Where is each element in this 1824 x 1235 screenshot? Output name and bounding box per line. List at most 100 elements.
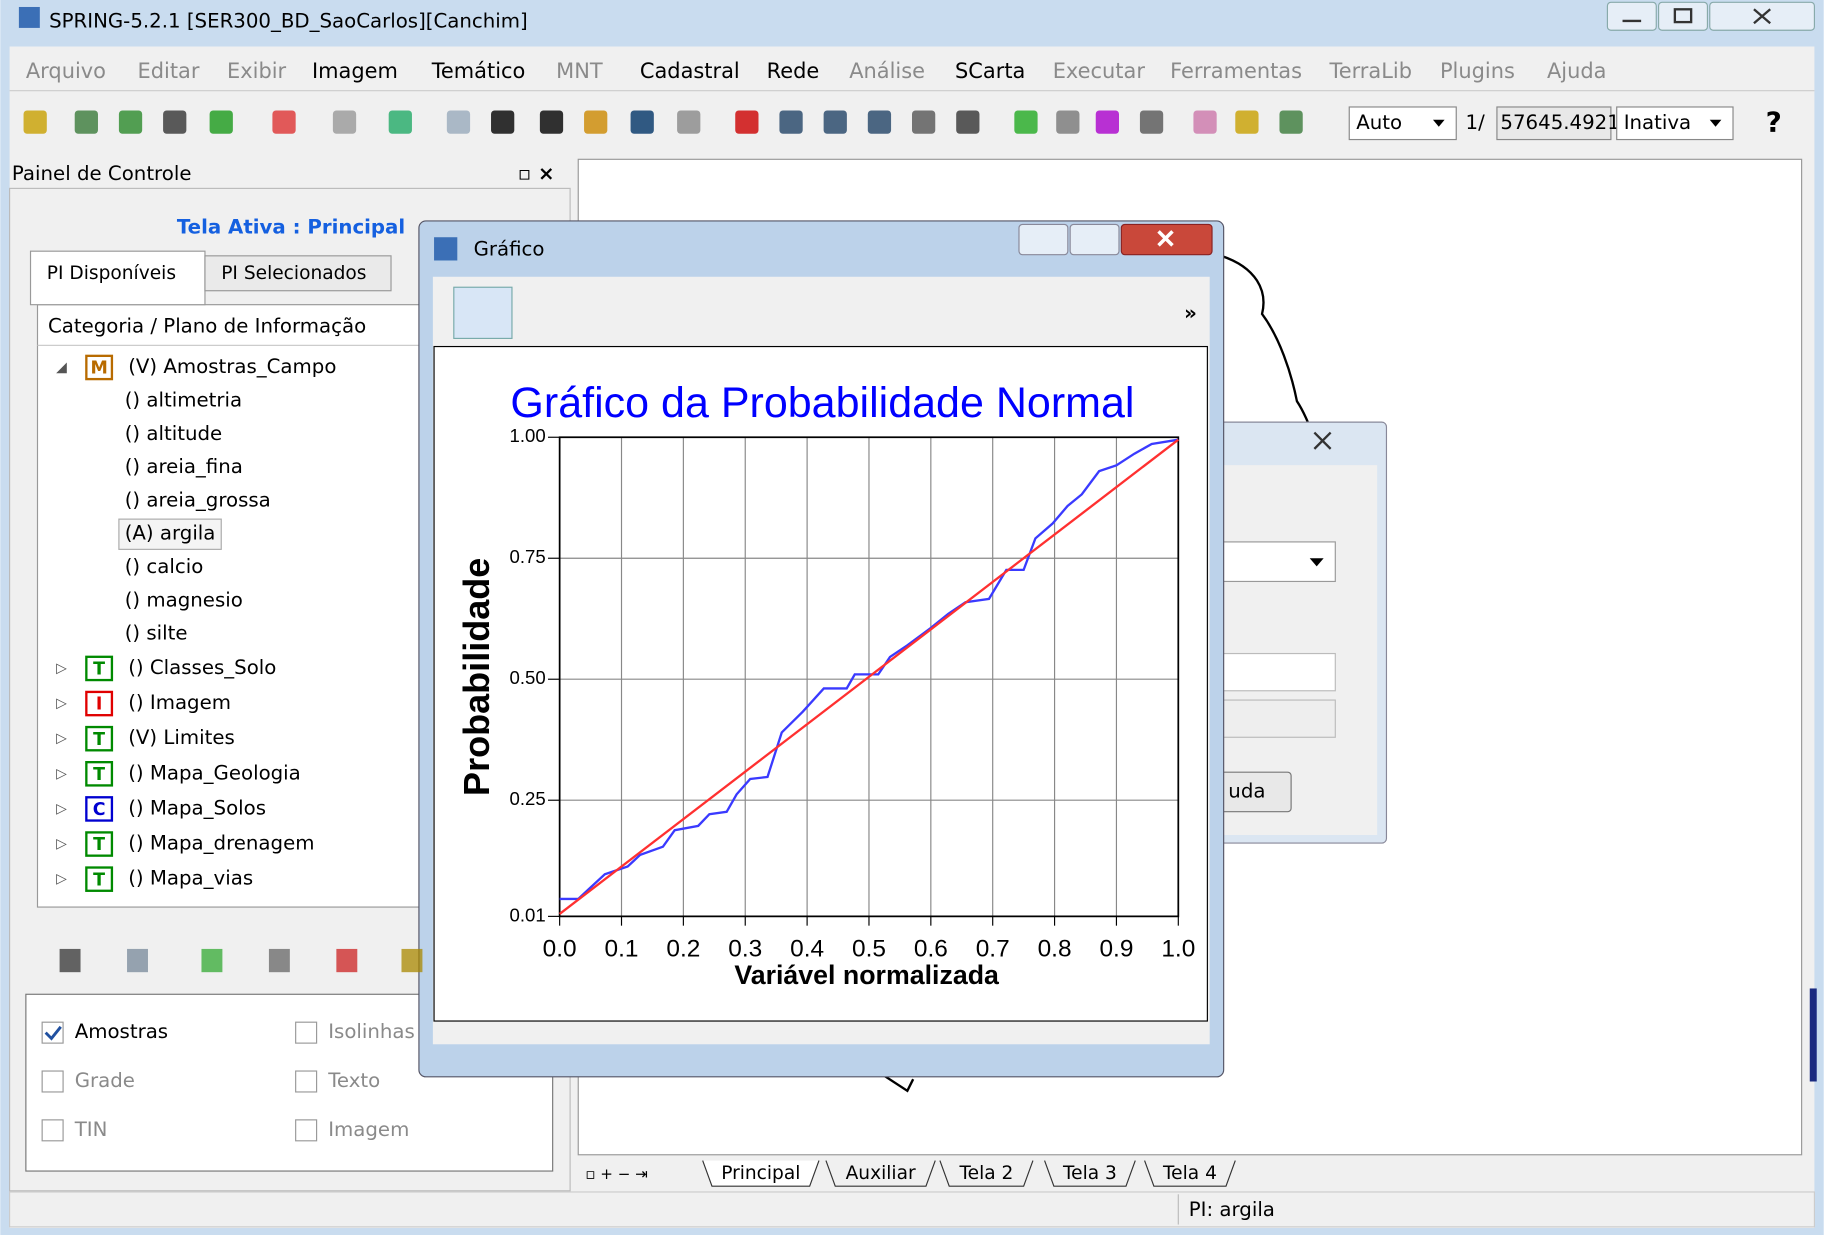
panel-tab-label[interactable]: PI Selecionados [221, 263, 366, 284]
expander[interactable]: ▷ [56, 660, 67, 676]
category-label[interactable]: (V) Limites [128, 726, 235, 749]
toolbar-button[interactable] [491, 110, 515, 134]
toolbar-button[interactable] [388, 110, 412, 134]
toolbar-button[interactable] [74, 110, 98, 134]
toolbar-button[interactable] [912, 110, 936, 134]
category-label[interactable]: () Classes_Solo [128, 656, 276, 679]
category-label[interactable]: (V) Amostras_Campo [128, 355, 336, 378]
checkbox-label[interactable]: Texto [327, 1069, 380, 1092]
screen-tab[interactable] [702, 1160, 820, 1187]
menu-item[interactable]: MNT [556, 59, 603, 83]
menu-item[interactable]: TerraLib [1328, 59, 1412, 83]
plane-label[interactable]: () altitude [125, 422, 222, 445]
panel-tool[interactable] [401, 948, 423, 973]
dialog-field[interactable] [1218, 652, 1336, 692]
checkbox[interactable] [295, 1119, 318, 1142]
category-label[interactable]: () Mapa_Solos [128, 796, 266, 819]
toolbar-button[interactable] [779, 110, 803, 134]
plane-label[interactable]: () silte [125, 622, 188, 645]
expander[interactable]: ◢ [56, 359, 67, 375]
toolbar-button[interactable] [584, 110, 608, 134]
checkbox[interactable] [295, 1021, 318, 1044]
toolbar-button[interactable] [23, 110, 47, 134]
toolbar-button[interactable] [118, 110, 143, 134]
checkbox-label[interactable]: Imagem [328, 1118, 409, 1141]
category-label[interactable]: () Mapa_Geologia [128, 761, 301, 784]
minimize-button[interactable] [1606, 1, 1657, 31]
panel-controls[interactable]: ▫ × [518, 162, 555, 185]
menu-item[interactable]: Ajuda [1547, 59, 1607, 83]
expander[interactable]: ▷ [56, 696, 67, 712]
toolbar-button[interactable] [272, 110, 296, 134]
checkbox-label[interactable]: Grade [75, 1069, 135, 1092]
category-label[interactable]: () Mapa_vias [128, 867, 253, 890]
panel-tool[interactable] [336, 948, 358, 973]
screen-tab[interactable] [825, 1160, 936, 1187]
menu-item[interactable]: Rede [767, 59, 820, 83]
category-label[interactable]: () Imagem [128, 691, 231, 714]
panel-tab[interactable] [204, 255, 392, 292]
toolbar-button[interactable] [539, 110, 564, 134]
expander[interactable]: ▷ [56, 871, 67, 887]
panel-tool[interactable] [268, 948, 290, 973]
plane-label[interactable]: () altimetria [125, 389, 242, 412]
menu-item[interactable]: Plugins [1440, 59, 1515, 83]
screen-tab[interactable] [939, 1160, 1034, 1187]
plane-label[interactable]: (A) argila [125, 522, 216, 545]
menu-item[interactable]: Arquivo [26, 59, 106, 83]
screen-tab-label[interactable]: Tela 3 [1062, 1163, 1117, 1184]
screen-tab-label[interactable]: Principal [721, 1163, 800, 1184]
menu-item[interactable]: Executar [1053, 59, 1146, 83]
toolbar-button[interactable] [1193, 110, 1217, 134]
help-button[interactable]: ? [1766, 105, 1782, 138]
panel-tab[interactable] [29, 250, 206, 306]
menu-item[interactable]: Editar [138, 59, 200, 83]
toolbar-button[interactable] [1235, 110, 1259, 134]
checkbox[interactable] [41, 1119, 64, 1142]
menu-item[interactable]: Análise [849, 59, 925, 83]
toolbar-button[interactable] [630, 110, 654, 134]
toolbar-button[interactable] [209, 110, 233, 134]
toolbar-button[interactable] [735, 110, 759, 134]
screen-tab[interactable] [1144, 1160, 1236, 1187]
menu-item[interactable]: Temático [431, 59, 526, 83]
expander[interactable]: ▷ [56, 731, 67, 747]
toolbar-button[interactable] [677, 110, 701, 134]
toolbar-button[interactable] [1014, 110, 1038, 134]
toolbar-button[interactable] [1279, 110, 1303, 134]
menu-item[interactable]: SCarta [955, 59, 1025, 83]
menu-item[interactable]: Imagem [312, 59, 398, 83]
expander[interactable]: ▷ [56, 801, 67, 817]
toolbar-button[interactable] [1139, 110, 1164, 134]
plane-label[interactable]: () calcio [125, 555, 204, 578]
checkbox[interactable] [295, 1070, 318, 1093]
screen-tab-label[interactable]: Tela 2 [958, 1163, 1013, 1184]
toolbar-button[interactable] [867, 110, 892, 134]
plane-label[interactable]: () magnesio [125, 588, 243, 611]
toolbar-button[interactable] [446, 110, 471, 134]
expander[interactable]: ▷ [56, 836, 67, 852]
checkbox-label[interactable]: Isolinhas [328, 1020, 415, 1043]
menu-item[interactable]: Ferramentas [1170, 59, 1302, 83]
toolbar-button[interactable] [1095, 110, 1119, 134]
toolbar-button[interactable] [332, 110, 357, 134]
minimize-button[interactable] [1018, 223, 1069, 256]
checkbox-label[interactable]: Amostras [75, 1020, 168, 1043]
screen-tab-label[interactable]: Tela 4 [1162, 1163, 1217, 1184]
toolbar-button[interactable] [163, 110, 187, 134]
checkbox[interactable] [41, 1021, 64, 1044]
screen-tab-label[interactable]: Auxiliar [846, 1163, 916, 1184]
dialog-field[interactable] [1218, 699, 1336, 738]
select-tool[interactable] [453, 286, 513, 339]
panel-tab-label[interactable]: PI Disponíveis [47, 263, 176, 284]
plane-label[interactable]: () areia_grossa [125, 488, 271, 511]
plane-label[interactable]: () areia_fina [125, 455, 243, 478]
menu-item[interactable]: Cadastral [640, 59, 740, 83]
toolbar-button[interactable] [1056, 110, 1080, 134]
panel-tool[interactable] [59, 948, 81, 973]
toolbar-more[interactable]: » [1184, 301, 1197, 324]
toolbar-button[interactable] [823, 110, 847, 134]
toolbar-button[interactable] [956, 110, 980, 134]
menu-item[interactable]: Exibir [227, 59, 287, 83]
screen-tab[interactable] [1044, 1160, 1136, 1187]
